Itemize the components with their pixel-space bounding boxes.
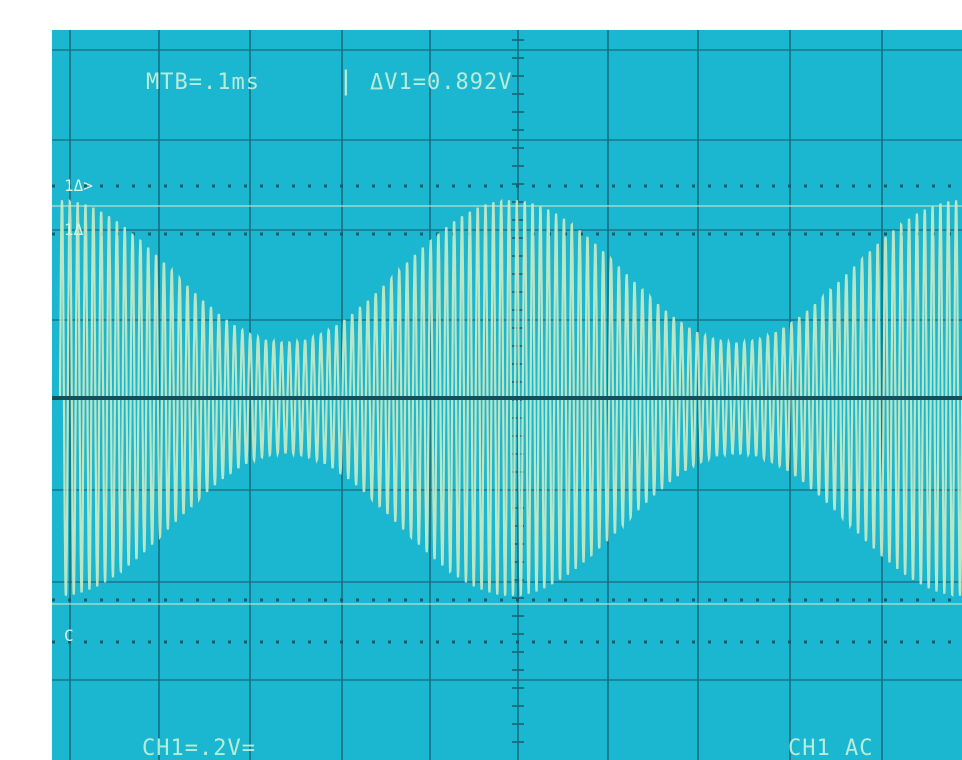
- readout-separator: |: [338, 66, 355, 96]
- oscilloscope-screen: MTB=.1ms | ΔV1=0.892V CH1=.2V= CH1 AC 1Δ…: [52, 30, 962, 760]
- channel-scale-readout: CH1=.2V=: [142, 736, 256, 760]
- cursor-dotted-lines: [52, 184, 962, 644]
- scope-display: [52, 30, 962, 760]
- timebase-readout: MTB=.1ms: [146, 70, 260, 95]
- upper-cursor-marker: 1Δ>: [64, 176, 93, 195]
- channel-c-marker: C: [64, 626, 74, 645]
- lower-cursor-marker: 1Δ: [64, 220, 84, 239]
- delta-voltage-readout: ΔV1=0.892V: [370, 70, 513, 95]
- coupling-readout: CH1 AC: [788, 736, 874, 760]
